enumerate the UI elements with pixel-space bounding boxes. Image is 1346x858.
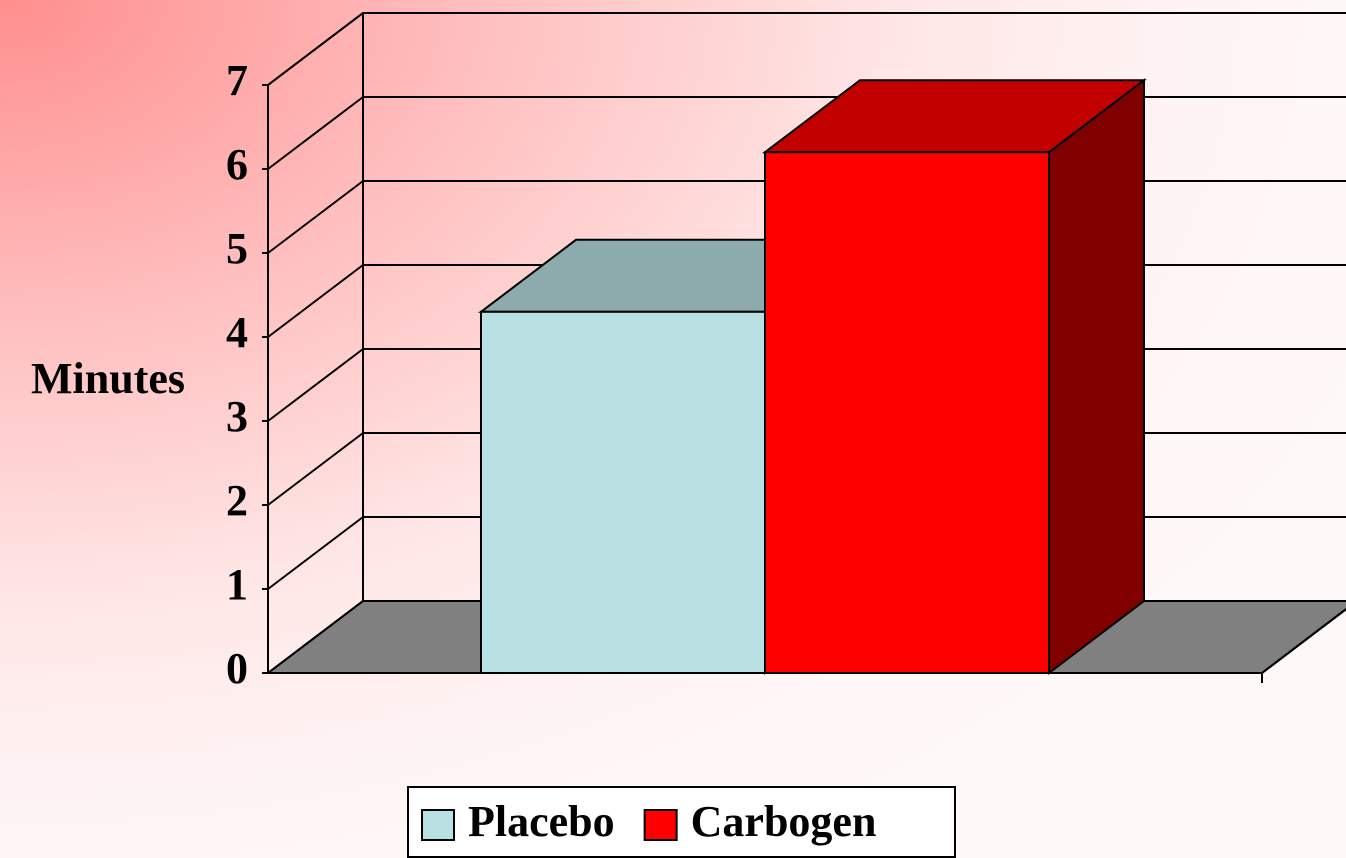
grid-line (267, 516, 364, 590)
back-wall-edge (267, 12, 1346, 86)
legend-swatch (643, 809, 678, 841)
grid-line (267, 96, 364, 170)
floor-edge (1261, 608, 1346, 674)
grid-line (267, 348, 364, 422)
y-axis-label: Minutes (31, 354, 185, 403)
legend-box (407, 786, 956, 858)
legend-label: Carbogen (691, 797, 877, 846)
y-tick-label: 6 (226, 140, 248, 189)
y-tick-label: 3 (226, 392, 248, 441)
grid-line (267, 12, 364, 86)
grid-line (267, 264, 364, 338)
bar (764, 151, 1050, 674)
legend-label: Placebo (468, 797, 615, 846)
y-tick-label: 4 (226, 308, 248, 357)
y-tick-label: 0 (226, 644, 248, 693)
y-tick-label: 5 (226, 224, 248, 273)
grid-line (267, 600, 364, 674)
y-tick-label: 2 (226, 476, 248, 525)
y-tick-label: 1 (226, 560, 248, 609)
legend: Placebo Carbogen (407, 786, 956, 858)
bar (480, 310, 766, 674)
bar-side (1048, 78, 1145, 676)
y-tick-label: 7 (226, 56, 248, 105)
grid-line (267, 432, 364, 506)
legend-swatch (421, 809, 455, 841)
grid-line (267, 180, 364, 254)
